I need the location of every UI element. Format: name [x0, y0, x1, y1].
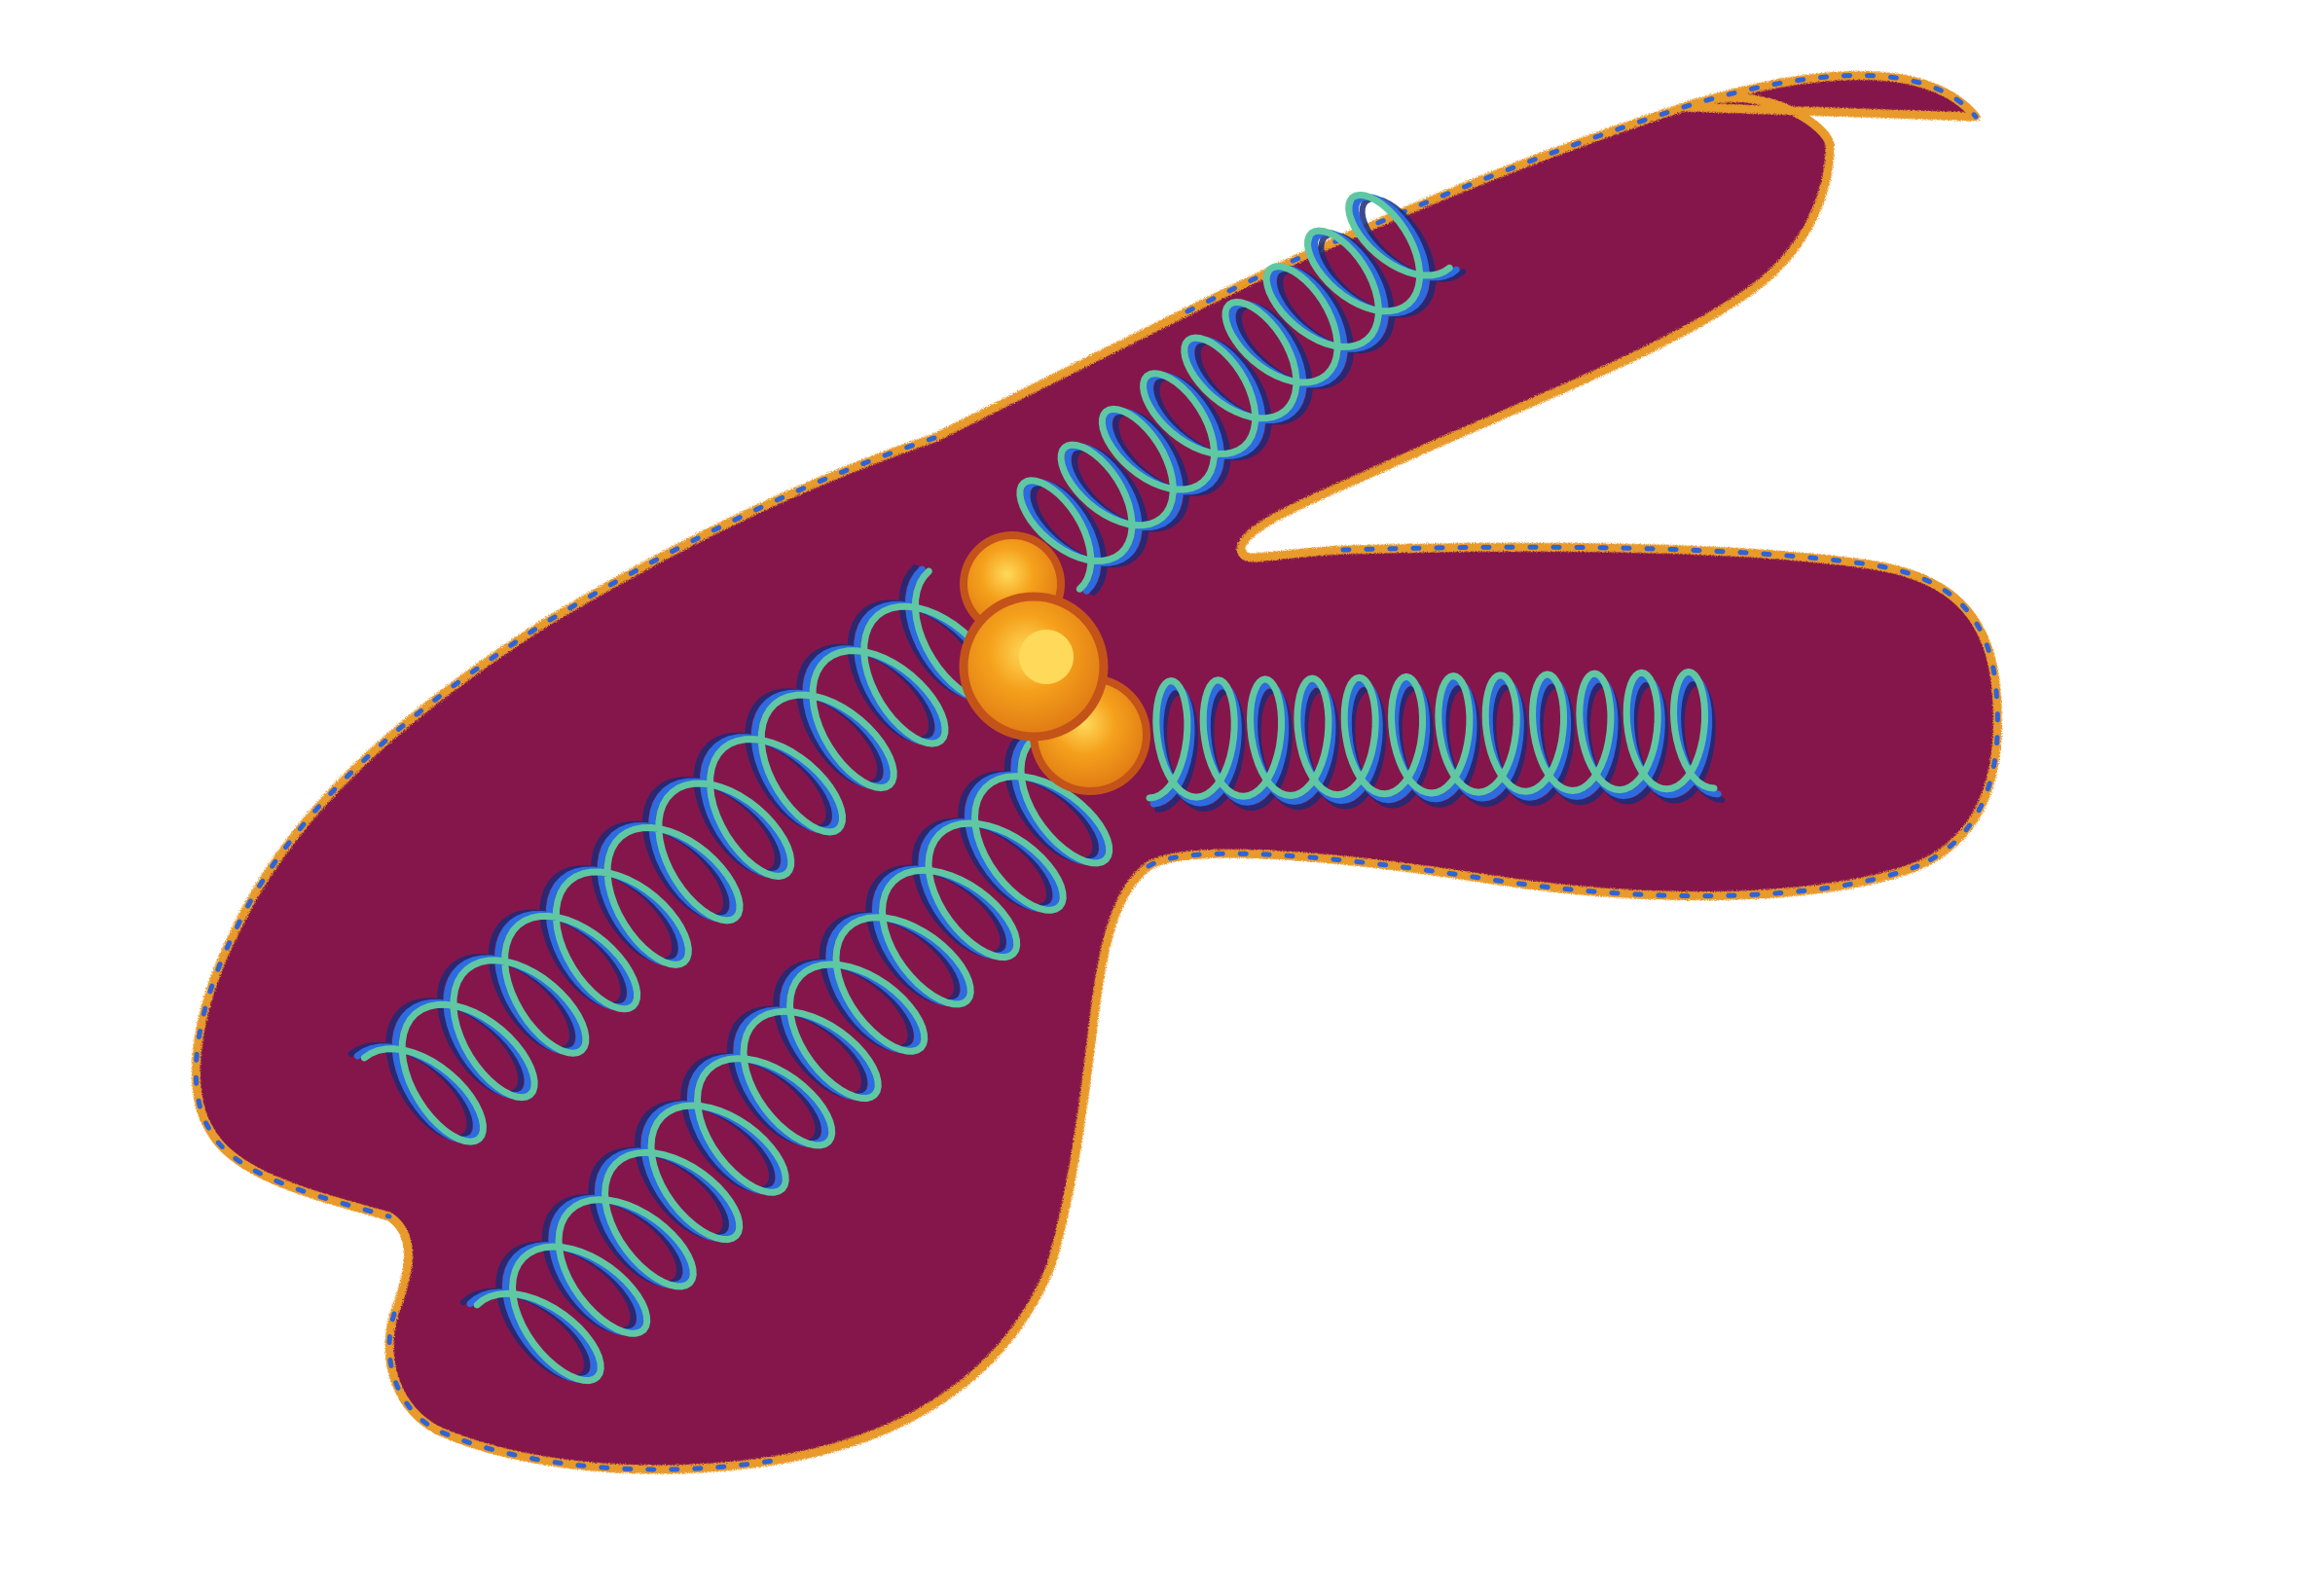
centromere-highlight — [1019, 630, 1074, 684]
centromere — [959, 531, 1150, 795]
coil-upper-left-b-green-strand — [473, 737, 1113, 1385]
coil-upper-right-green-strand — [1016, 191, 1453, 593]
coil-right-arm-blue-strand — [1149, 673, 1722, 808]
coil-upper-right — [1016, 191, 1467, 597]
coil-upper-right-blue-strand — [1023, 193, 1460, 595]
coil-upper-right-shadow — [1030, 196, 1467, 597]
coil-right-arm — [1146, 668, 1726, 813]
coil-right-arm-green-strand — [1146, 668, 1718, 802]
coil-right-arm-shadow — [1154, 680, 1726, 813]
coil-upper-left-a-green-strand — [360, 567, 1001, 1145]
dna-coils — [347, 191, 1726, 1385]
outline-speckles — [193, 73, 2000, 1472]
coil-upper-left-b-blue-strand — [466, 736, 1107, 1383]
coil-upper-left-b — [459, 735, 1113, 1385]
coil-upper-left-a — [347, 564, 1001, 1145]
coil-upper-left-b-shadow — [459, 735, 1099, 1381]
